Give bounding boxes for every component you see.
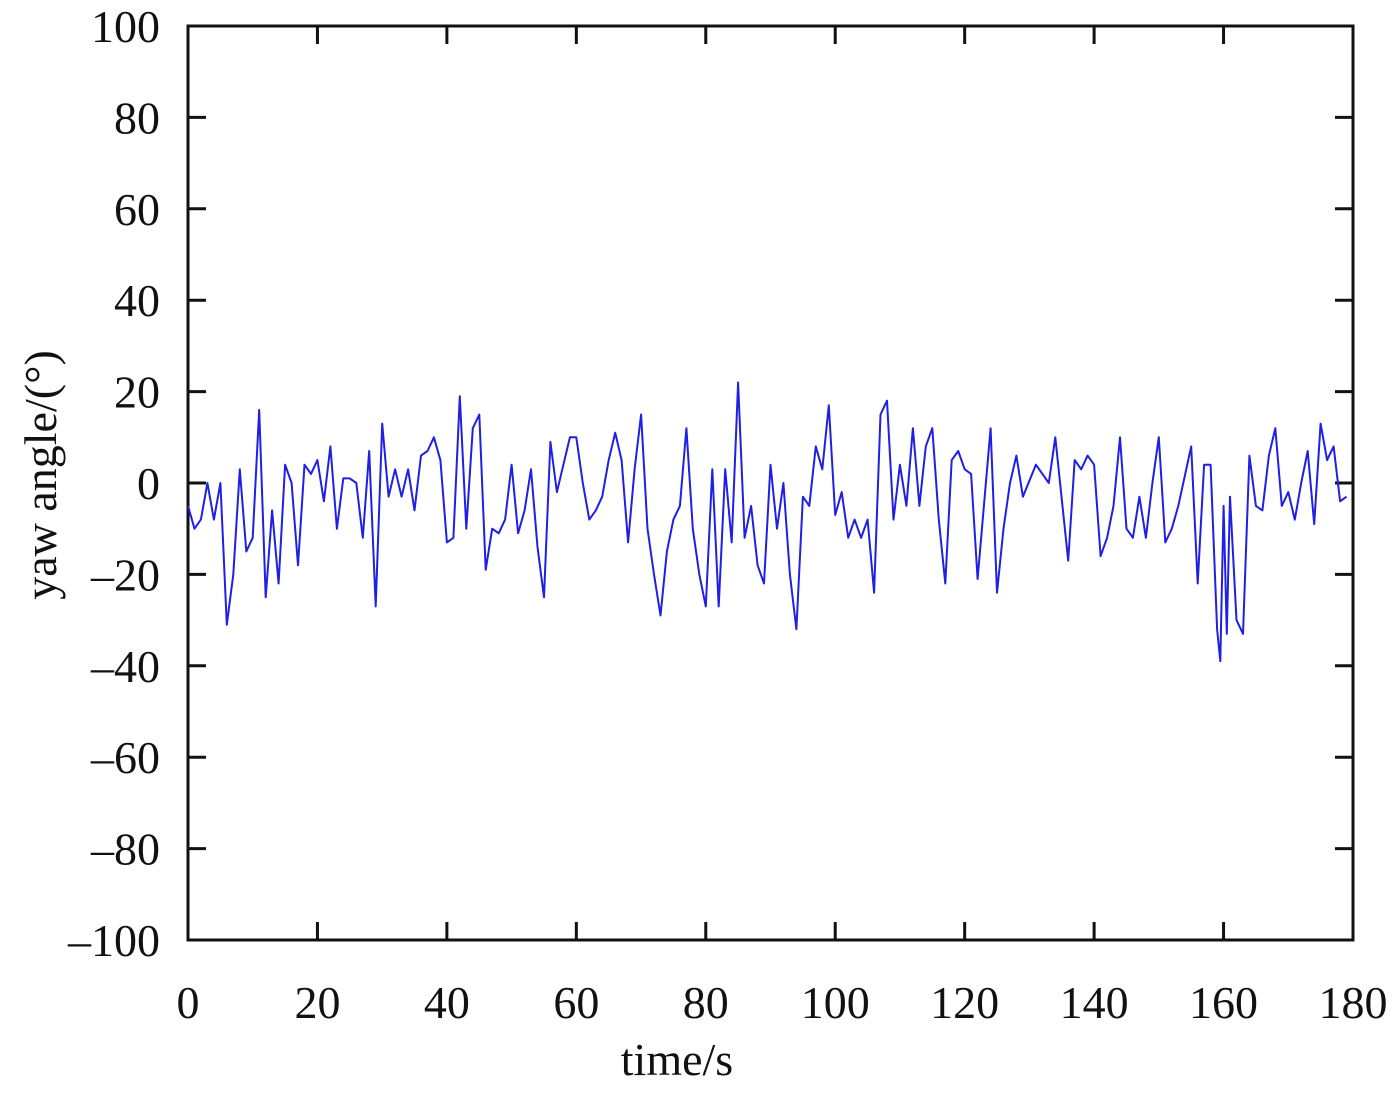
x-tick-label: 0 [177,977,200,1028]
y-tick-label: –20 [90,549,160,600]
x-tick-label: 80 [683,977,729,1028]
y-tick-label: 100 [91,1,160,52]
y-tick-label: –40 [90,641,160,692]
x-tick-label: 60 [553,977,599,1028]
y-tick-label: –80 [90,824,160,875]
y-tick-label: 40 [114,275,160,326]
data-line [187,381,1348,663]
x-axis-label: time/s [621,1034,733,1085]
y-tick-label: 80 [114,92,160,143]
x-tick-label: 100 [801,977,870,1028]
x-tick-label: 40 [424,977,470,1028]
y-tick-label: 20 [114,367,160,418]
y-tick-label: –60 [90,732,160,783]
y-tick-label: 0 [137,458,160,509]
y-axis-label: yaw angle/(°) [15,350,66,600]
x-tick-label: 120 [930,977,999,1028]
y-tick-label: –100 [67,915,160,966]
x-tick-label: 140 [1060,977,1129,1028]
x-tick-label: 20 [294,977,340,1028]
y-tick-label: 60 [114,184,160,235]
x-tick-label: 180 [1319,977,1388,1028]
x-tick-label: 160 [1189,977,1258,1028]
